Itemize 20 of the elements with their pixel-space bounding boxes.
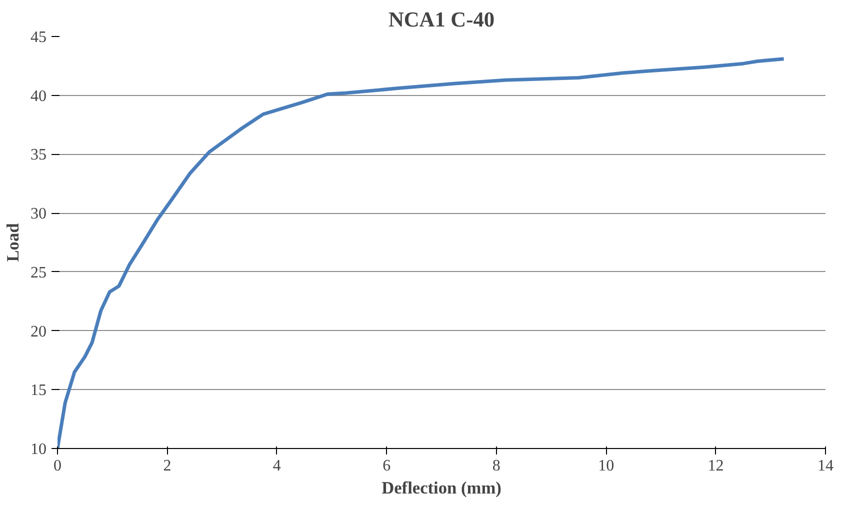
- y-tick-label: 20: [30, 323, 46, 340]
- x-tick-label: 14: [818, 458, 834, 474]
- y-tick-label: 15: [30, 382, 46, 400]
- chart-title: NCA1 C-40: [388, 8, 495, 32]
- x-axis-title: Deflection (mm): [382, 478, 502, 498]
- x-tick-label: 0: [54, 458, 62, 474]
- x-tick-label: 8: [492, 458, 500, 474]
- x-tick-label: 6: [382, 458, 391, 474]
- y-tick-label: 30: [30, 206, 46, 223]
- y-tick-label: 45: [30, 29, 46, 46]
- x-tick-label: 4: [272, 458, 281, 474]
- y-tick-label: 25: [30, 264, 46, 282]
- x-tick-label: 2: [163, 458, 172, 474]
- y-tick-label: 40: [30, 88, 46, 105]
- line-series: [58, 57, 786, 448]
- x-tick-label: 10: [598, 458, 614, 474]
- x-tick-label: 12: [708, 458, 724, 474]
- y-tick-label: 35: [30, 146, 46, 164]
- y-axis-title: Load: [4, 222, 22, 262]
- y-tick-label: 10: [30, 441, 46, 458]
